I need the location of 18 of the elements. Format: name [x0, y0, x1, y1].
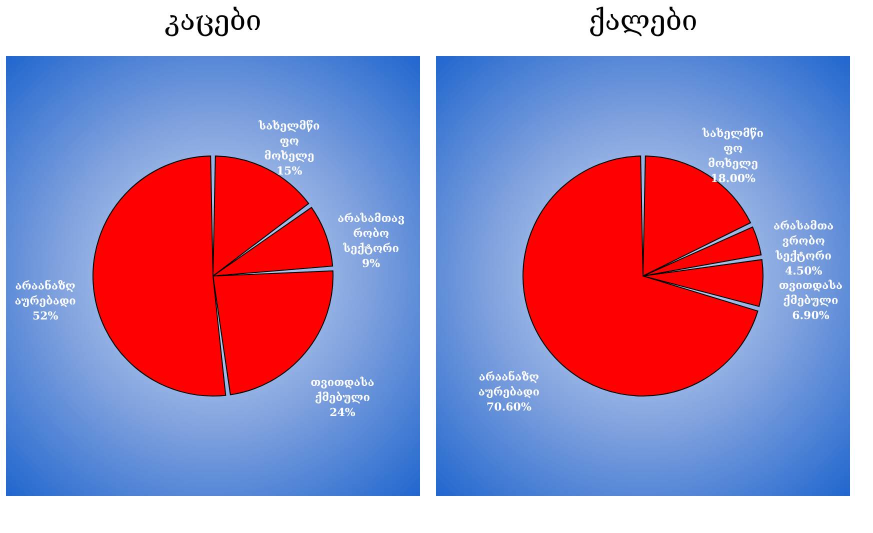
data-label: 18.00% [710, 172, 756, 186]
data-label: 4.50% [784, 264, 823, 278]
data-label: 15% [276, 164, 303, 178]
data-label: 9% [362, 257, 381, 270]
slice-label: არაანაზღ აურებადი [478, 370, 540, 398]
data-label: 52% [32, 310, 59, 323]
data-label: 70.60% [486, 400, 532, 414]
slice-label: არასამთა ვრობო სექტორი [773, 220, 834, 263]
slice-label: თვითდასა ქმებული [778, 279, 843, 308]
slice-label: არასამთავ რობო სექტორი [338, 212, 405, 256]
slice-label: თვითდასა ქმებული [310, 376, 374, 404]
data-label: 24% [330, 406, 356, 420]
chart-title: კაცები [164, 4, 262, 37]
data-label: 6.90% [792, 309, 830, 322]
chart-title: ქალები [588, 4, 698, 37]
slice-label: სახელმწი ფო მოხელე [701, 127, 764, 170]
slice-label: სახელმწი ფო მოხელე [258, 119, 320, 162]
slice-label: არაანაზღ აურებადი [14, 280, 76, 308]
